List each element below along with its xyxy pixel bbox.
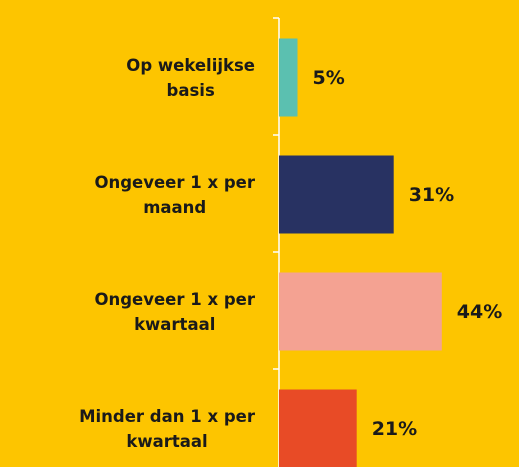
bar bbox=[279, 38, 298, 117]
value-label: 21% bbox=[371, 417, 418, 440]
category-label: Op wekelijkse basis bbox=[126, 55, 255, 100]
value-label: 44% bbox=[456, 300, 503, 323]
bar bbox=[279, 389, 357, 467]
value-label: 31% bbox=[408, 183, 455, 206]
category-label: Minder dan 1 x per kwartaal bbox=[79, 406, 255, 451]
category-label: Ongeveer 1 x per maand bbox=[94, 172, 255, 217]
bar bbox=[279, 272, 442, 351]
bar bbox=[279, 155, 394, 234]
category-label: Ongeveer 1 x per kwartaal bbox=[94, 289, 255, 334]
value-label: 5% bbox=[312, 66, 345, 89]
